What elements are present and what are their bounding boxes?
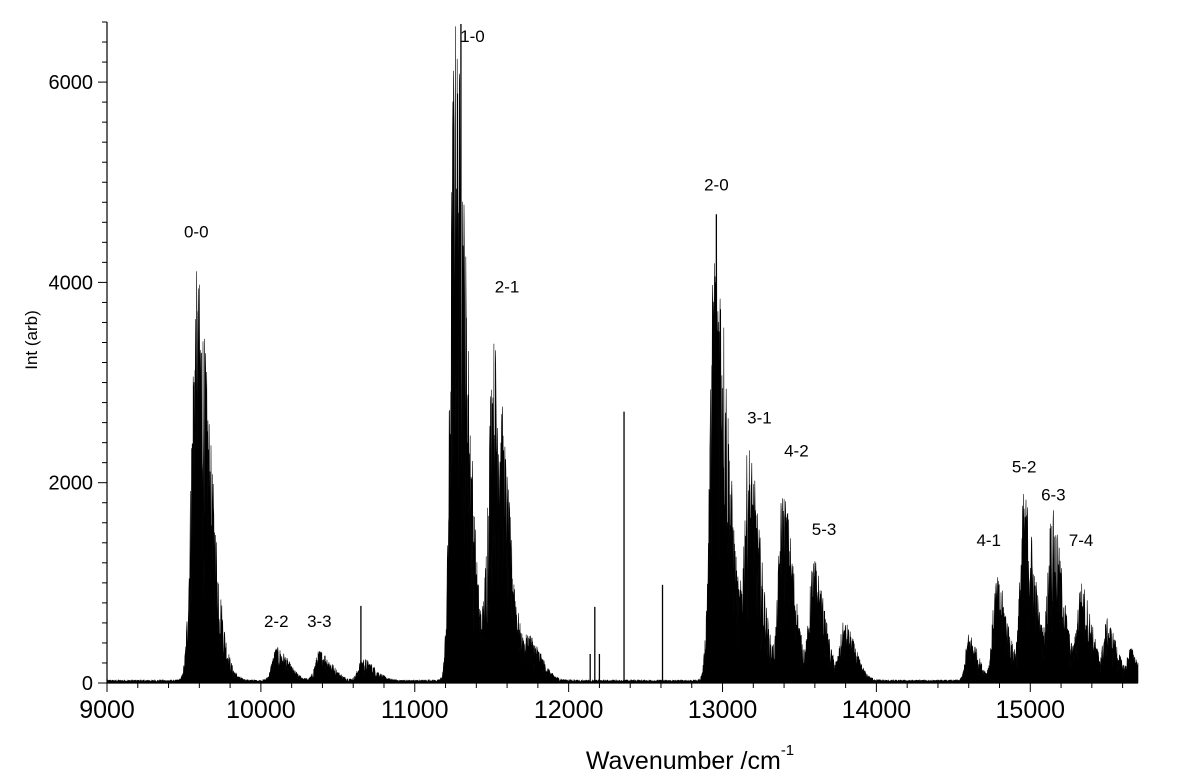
plot-area <box>106 24 1139 684</box>
band-label-0-0: 0-0 <box>184 222 209 241</box>
x-tick-label: 11000 <box>381 696 449 724</box>
band-label-2-2: 2-2 <box>264 612 289 631</box>
y-tick-label: 4000 <box>49 272 94 294</box>
y-tick-label: 6000 <box>49 72 94 94</box>
band-label-1-0: 1-0 <box>460 27 485 46</box>
x-axis-label: Wavenumber /cm-1 <box>586 742 794 775</box>
x-axis-label-text: Wavenumber /cm <box>586 747 781 775</box>
band-label-4-1: 4-1 <box>976 531 1001 550</box>
band-label-5-3: 5-3 <box>812 520 837 539</box>
y-axis-label: Int (arb) <box>22 310 41 370</box>
x-tick-label: 12000 <box>534 696 604 724</box>
axes: 9000 10000 11000 12000 13000 14000 15000 0 2000 4… <box>49 21 1138 724</box>
band-label-5-2: 5-2 <box>1012 458 1037 477</box>
band-label-2-0: 2-0 <box>704 175 729 194</box>
band-label-2-1: 2-1 <box>495 277 520 296</box>
x-tick-label: 15000 <box>996 696 1066 724</box>
band-label-3-3: 3-3 <box>307 612 332 631</box>
x-tick-label: 14000 <box>842 696 912 724</box>
band-label-3-1: 3-1 <box>747 409 772 428</box>
x-tick-label: 10000 <box>226 696 296 724</box>
x-tick-label: 9000 <box>79 696 135 724</box>
y-tick-label: 0 <box>82 673 93 695</box>
band-annotations: 0-0 1-0 2-1 2-2 3-3 2-0 3-1 4-2 5-3 4-1 5-26-3 7-4 <box>184 27 1093 631</box>
band-label-4-2: 4-2 <box>784 442 809 461</box>
x-tick-label: 13000 <box>688 696 758 724</box>
x-axis-label-superscript: -1 <box>781 742 794 759</box>
spectrum-trace <box>106 26 1139 684</box>
y-tick-label: 2000 <box>49 473 94 495</box>
band-label-6-3: 6-3 <box>1041 486 1066 505</box>
band-label-7-4: 7-4 <box>1069 531 1094 550</box>
